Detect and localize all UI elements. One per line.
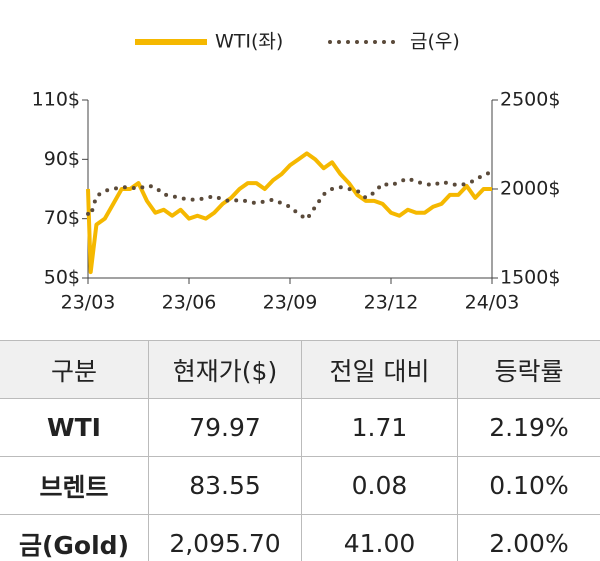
y2-tick-label: 1500$ — [500, 267, 560, 289]
chart: 50$ 70$ 90$ 110$ 1500$ 2000$ 2500$ 23/03 23/06 23… — [32, 31, 561, 314]
table-row: 브렌트 83.55 0.08 0.10% — [0, 456, 600, 515]
table-cell: 1.71 — [301, 398, 458, 457]
series-line — [86, 170, 494, 222]
y-tick-label: 90$ — [44, 148, 80, 170]
y-tick-label: 110$ — [32, 89, 80, 111]
table-cell: 2.19% — [457, 398, 600, 457]
table-header: 구분 현재가($) 전일 대비 등락률 — [0, 340, 600, 399]
table-cell: 브렌트 — [0, 456, 149, 515]
legend-label: WTI(좌) — [215, 31, 283, 53]
table-cell: 79.97 — [148, 398, 302, 457]
series-line — [86, 151, 492, 275]
table-cell: 0.10% — [457, 456, 600, 515]
table-cell: 2.00% — [457, 514, 600, 561]
y-tick-label: 70$ — [44, 207, 80, 229]
header-cell: 현재가($) — [148, 340, 302, 399]
x-tick-label: 23/03 — [61, 292, 116, 314]
price-table: 구분 현재가($) 전일 대비 등락률 WTI 79.97 1.71 2.19% 브렌트… — [0, 340, 600, 561]
table-cell: 0.08 — [301, 456, 458, 515]
table-row: 금(Gold) 2,095.70 41.00 2.00% — [0, 514, 600, 561]
y-tick-label: 50$ — [44, 267, 80, 289]
y2-tick-label: 2500$ — [500, 89, 560, 111]
table-cell: 41.00 — [301, 514, 458, 561]
table-cell: 2,095.70 — [148, 514, 302, 561]
x-tick-label: 24/03 — [465, 292, 520, 314]
header-cell: 전일 대비 — [301, 340, 458, 399]
x-tick-label: 23/09 — [263, 292, 318, 314]
y2-tick-label: 2000$ — [500, 178, 560, 200]
table-row: WTI 79.97 1.71 2.19% — [0, 398, 600, 457]
table-cell: 83.55 — [148, 456, 302, 515]
legend-label: 금(우) — [410, 31, 460, 53]
x-tick-label: 23/12 — [364, 292, 419, 314]
table-cell: WTI — [0, 398, 149, 457]
header-cell: 등락률 — [457, 340, 600, 399]
table-body: WTI 79.97 1.71 2.19% 브렌트 83.55 0.08 0.10% 금(Gold… — [0, 398, 600, 561]
table-cell: 금(Gold) — [0, 514, 149, 561]
x-tick-label: 23/06 — [162, 292, 217, 314]
header-cell: 구분 — [0, 340, 149, 399]
